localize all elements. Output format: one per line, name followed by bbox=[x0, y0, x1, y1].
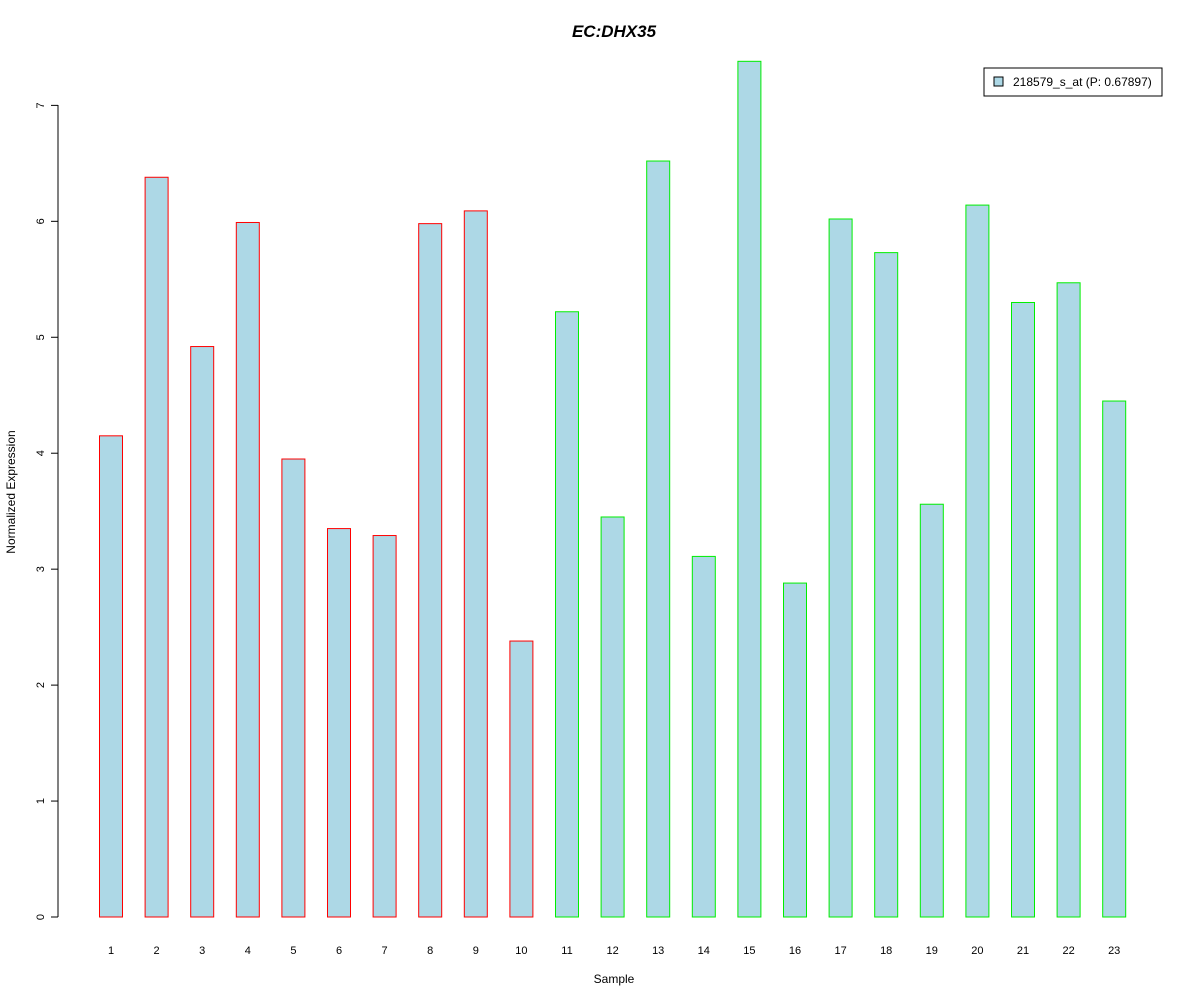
bar-sample-11 bbox=[555, 311, 579, 918]
x-tick-label: 18 bbox=[880, 945, 892, 957]
y-tick-label: 3 bbox=[35, 566, 47, 572]
bar-sample-14 bbox=[691, 555, 716, 918]
x-tick-label: 23 bbox=[1108, 945, 1120, 957]
y-tick-label: 5 bbox=[35, 334, 47, 340]
legend-swatch bbox=[993, 76, 1004, 87]
bar-sample-6 bbox=[327, 528, 351, 918]
bar-sample-9 bbox=[463, 210, 488, 918]
bar-sample-8 bbox=[418, 223, 443, 918]
x-tick-label: 3 bbox=[199, 945, 205, 957]
x-tick-label: 17 bbox=[834, 945, 846, 957]
bar-sample-10 bbox=[509, 640, 534, 918]
y-tick-label: 6 bbox=[35, 218, 47, 224]
chart-title: EC:DHX35 bbox=[572, 22, 657, 41]
bar-sample-13 bbox=[646, 160, 671, 918]
legend-entry-label: 218579_s_at (P: 0.67897) bbox=[1013, 75, 1152, 89]
bar-sample-21 bbox=[1011, 301, 1035, 918]
x-tick-label: 21 bbox=[1017, 945, 1029, 957]
x-tick-label: 12 bbox=[606, 945, 618, 957]
y-tick-label: 0 bbox=[35, 914, 47, 920]
x-tick-label: 11 bbox=[561, 945, 572, 957]
x-tick-label: 19 bbox=[926, 945, 938, 957]
bar-sample-12 bbox=[600, 516, 625, 918]
y-tick-label: 7 bbox=[35, 102, 47, 108]
bar-sample-2 bbox=[144, 176, 169, 918]
x-tick-label: 10 bbox=[515, 945, 527, 957]
x-tick-label: 20 bbox=[971, 945, 983, 957]
x-tick-label: 2 bbox=[154, 945, 160, 957]
bar-sample-4 bbox=[235, 221, 260, 918]
bar-sample-5 bbox=[281, 458, 306, 918]
x-tick-label: 7 bbox=[382, 945, 388, 957]
bar-sample-17 bbox=[828, 218, 853, 918]
bar-series bbox=[99, 60, 1127, 918]
x-axis-label: Sample bbox=[594, 972, 635, 986]
x-tick-label: 15 bbox=[743, 945, 755, 957]
bar-sample-7 bbox=[372, 535, 397, 918]
x-tick-label: 5 bbox=[290, 945, 296, 957]
y-tick-label: 2 bbox=[35, 682, 47, 688]
y-tick-label: 4 bbox=[35, 450, 47, 456]
bar-sample-16 bbox=[783, 582, 807, 918]
legend: 218579_s_at (P: 0.67897) bbox=[983, 67, 1163, 97]
bar-sample-15 bbox=[737, 60, 762, 918]
bar-sample-22 bbox=[1056, 282, 1081, 918]
y-axis-label: Normalized Expression bbox=[4, 430, 18, 553]
x-tick-label: 22 bbox=[1062, 945, 1074, 957]
legend-box bbox=[983, 67, 1163, 97]
x-tick-label: 6 bbox=[336, 945, 342, 957]
y-tick-label: 1 bbox=[35, 798, 47, 804]
bar-sample-1 bbox=[99, 435, 123, 918]
bar-sample-3 bbox=[190, 346, 215, 918]
x-axis-tick-labels: 1 2 3 4 5 6 7 8 9 10 11 12 13 14 15 16 17 18 19 20 21 22 23 bbox=[108, 945, 1120, 957]
x-tick-label: 4 bbox=[245, 945, 251, 957]
x-tick-label: 13 bbox=[652, 945, 664, 957]
x-tick-label: 14 bbox=[698, 945, 710, 957]
x-tick-label: 1 bbox=[108, 945, 114, 957]
y-axis-ticks: 0 1 2 3 4 5 6 7 bbox=[35, 102, 58, 920]
bar-sample-18 bbox=[874, 252, 899, 918]
bar-sample-20 bbox=[965, 204, 990, 918]
bar-sample-19 bbox=[919, 503, 944, 918]
x-tick-label: 16 bbox=[789, 945, 801, 957]
bar-sample-23 bbox=[1102, 400, 1127, 918]
x-tick-label: 9 bbox=[473, 945, 479, 957]
x-tick-label: 8 bbox=[427, 945, 433, 957]
